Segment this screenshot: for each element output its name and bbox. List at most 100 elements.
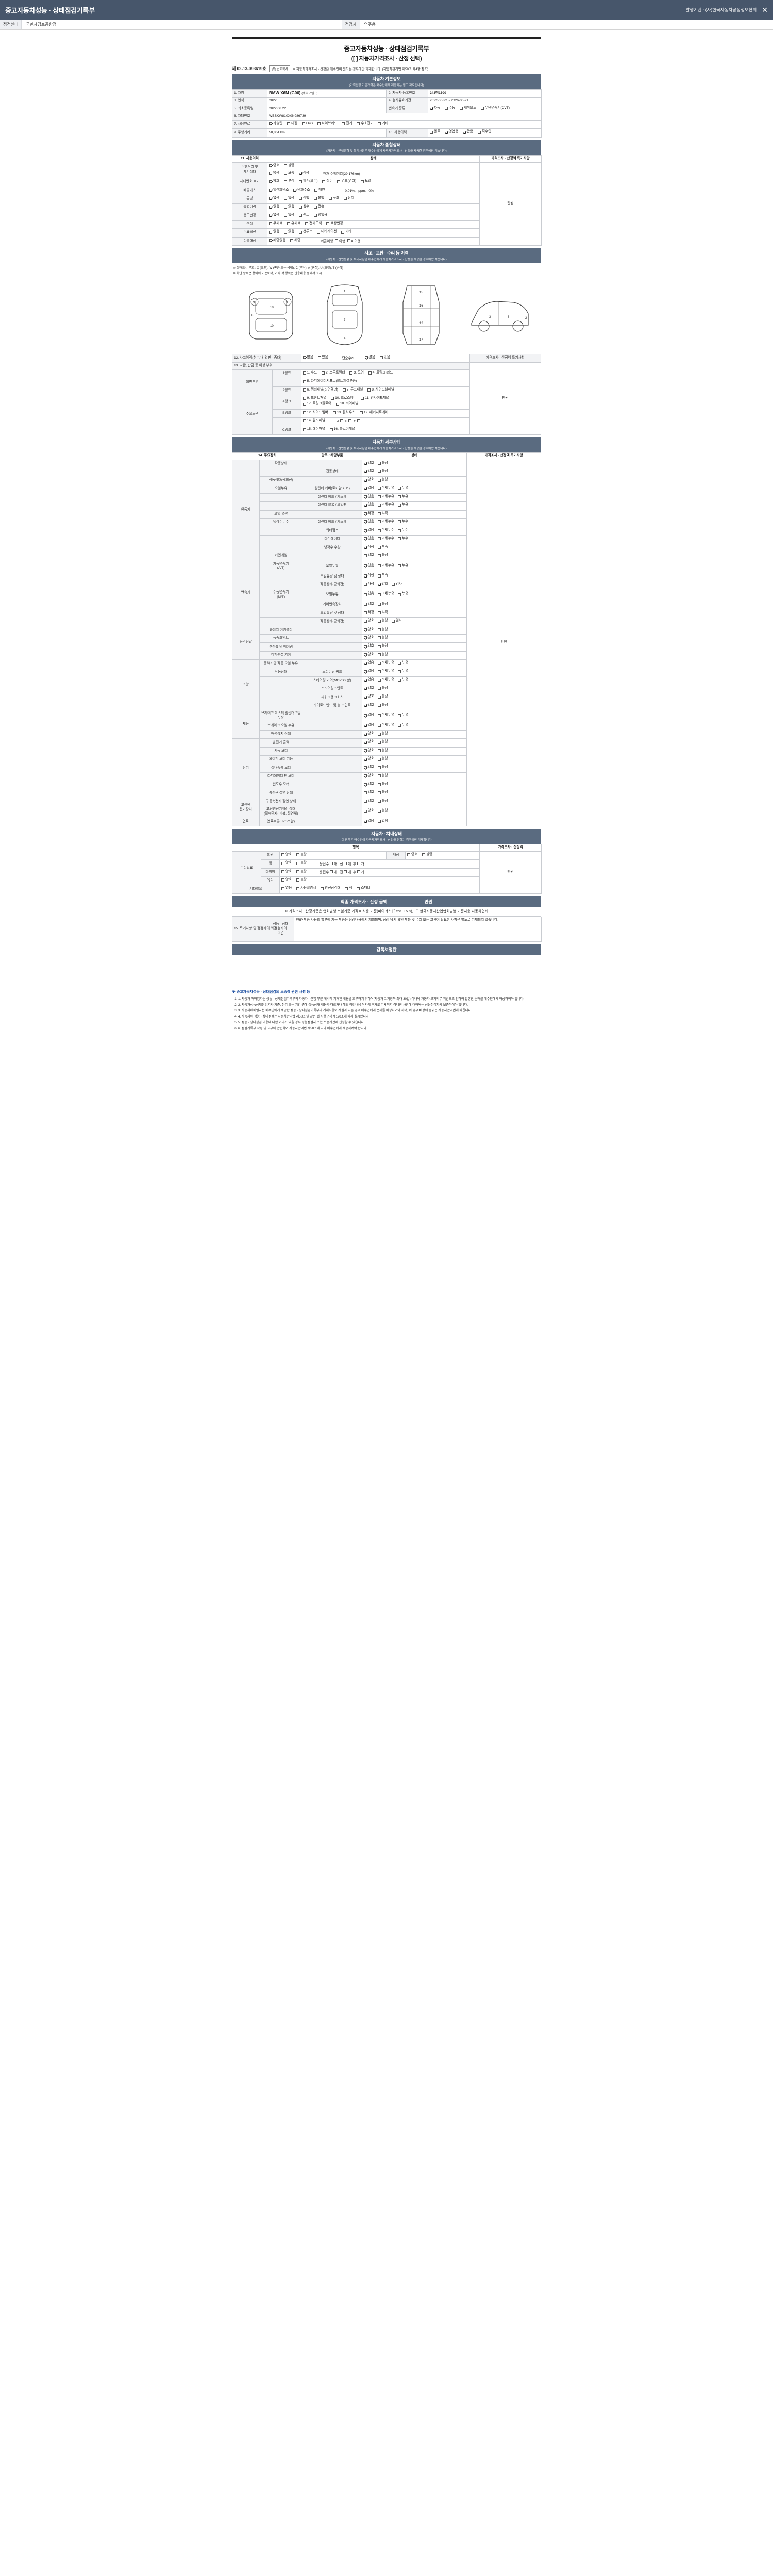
opt-불량[interactable]: 불량	[377, 782, 388, 787]
opt-양호[interactable]: 양호	[363, 740, 374, 744]
part-front-panel[interactable]: 9. 프론트패널	[303, 396, 326, 401]
opt-good[interactable]: 양호	[269, 164, 279, 168]
part-pillar-panel[interactable]: 14. 필러패널	[303, 419, 325, 423]
opt-exists[interactable]: 있음	[317, 355, 328, 360]
opt-bad[interactable]: 불량	[296, 878, 307, 883]
opt-누수[interactable]: 누수	[397, 520, 408, 524]
opt-양호[interactable]: 양호	[363, 732, 374, 736]
part-trunk-lid[interactable]: 4. 트렁크 리드	[368, 371, 393, 376]
part-trunk-floor[interactable]: 17. 트렁크플로어	[303, 402, 331, 406]
opt-applicable[interactable]: 해당	[290, 239, 300, 243]
opt-미세누유[interactable]: 미세누유	[377, 678, 394, 683]
opt-누유[interactable]: 누유	[397, 486, 408, 491]
opt-양호[interactable]: 양호	[363, 703, 374, 708]
opt-불량[interactable]: 불량	[377, 478, 388, 482]
opt-적정[interactable]: 적정	[363, 573, 374, 578]
opt-검사[interactable]: 검사	[391, 619, 402, 623]
opt-good[interactable]: 양호	[281, 853, 292, 857]
opt-미세누수[interactable]: 미세누수	[377, 537, 394, 541]
opt-commercial[interactable]: 영업용	[444, 130, 458, 134]
part-roof-panel[interactable]: 7. 루프패널	[342, 388, 363, 393]
opt-none[interactable]: 없음	[303, 355, 313, 360]
opt-cvt[interactable]: 무단변속기(CVT)	[481, 106, 510, 111]
opt-누유[interactable]: 누유	[397, 661, 408, 666]
opt-미세누유[interactable]: 미세누유	[377, 503, 394, 507]
part-dash-panel[interactable]: 15. 대쉬패널	[303, 427, 325, 432]
opt-부족[interactable]: 부족	[377, 573, 388, 578]
opt-불량[interactable]: 불량	[377, 799, 388, 804]
opt-none-2[interactable]: 없음	[364, 355, 375, 360]
opt-누유[interactable]: 누유	[397, 723, 408, 728]
opt-양호[interactable]: 양호	[363, 602, 374, 607]
opt-양호[interactable]: 양호	[377, 582, 388, 587]
opt-없음[interactable]: 없음	[363, 486, 374, 491]
opt-exists[interactable]: 있음	[283, 213, 294, 218]
copy-perf-number-button[interactable]: 성능번호복사	[268, 65, 290, 72]
opt-가성[interactable]: 가성	[363, 582, 374, 587]
opt-good[interactable]: 양호	[281, 870, 292, 874]
opt-many[interactable]: 많음	[269, 171, 279, 176]
opt-양호[interactable]: 양호	[363, 686, 374, 691]
opt-양호[interactable]: 양호	[363, 782, 374, 787]
opt-양호[interactable]: 양호	[363, 694, 374, 699]
opt-불량[interactable]: 불량	[377, 628, 388, 632]
opt-불량[interactable]: 불량	[377, 636, 388, 640]
opt-없음[interactable]: 없음	[363, 564, 374, 568]
opt-누유[interactable]: 누유	[397, 495, 408, 499]
opt-불량[interactable]: 불량	[377, 809, 388, 814]
opt-누유[interactable]: 누유	[397, 678, 408, 683]
part-quarter-panel[interactable]: 6. 쿼터패널(리어휀더)	[303, 388, 338, 393]
opt-양호[interactable]: 양호	[363, 799, 374, 804]
opt-불량[interactable]: 불량	[377, 469, 388, 474]
opt-불량[interactable]: 불량	[377, 461, 388, 466]
opt-불량[interactable]: 불량	[377, 749, 388, 753]
opt-normal[interactable]: 보통	[283, 171, 294, 176]
opt-exists[interactable]: 있음	[283, 196, 294, 201]
opt-gov[interactable]: 관용	[463, 130, 473, 134]
opt-양호[interactable]: 양호	[363, 636, 374, 640]
opt-양호[interactable]: 양호	[363, 628, 374, 632]
opt-양호[interactable]: 양호	[363, 653, 374, 657]
opt-미세누유[interactable]: 미세누유	[377, 661, 394, 666]
opt-none[interactable]: 없음	[269, 205, 279, 209]
opt-exists[interactable]: 있음	[283, 205, 294, 209]
opt-co[interactable]: 일산화탄소	[269, 188, 289, 193]
part-door[interactable]: 3. 도어	[349, 371, 364, 376]
opt-누유[interactable]: 누유	[397, 713, 408, 718]
opt-불량[interactable]: 불량	[377, 740, 388, 744]
opt-양호[interactable]: 양호	[363, 553, 374, 558]
opt-bad[interactable]: 불량	[296, 853, 307, 857]
opt-불량[interactable]: 불량	[377, 774, 388, 778]
opt-있음[interactable]: 있음	[377, 819, 388, 824]
part-hood[interactable]: 1. 후드	[303, 371, 317, 376]
opt-없음[interactable]: 없음	[363, 819, 374, 824]
opt-good[interactable]: 양호	[281, 878, 292, 883]
opt-erased[interactable]: 도말	[360, 179, 371, 184]
opt-bad[interactable]: 불량	[296, 861, 307, 866]
opt-fullrepaint[interactable]: 전체도색	[305, 222, 322, 226]
opt-없음[interactable]: 없음	[363, 723, 374, 728]
opt-적정[interactable]: 적정	[363, 611, 374, 615]
opt-누수[interactable]: 누수	[397, 528, 408, 533]
opt-good[interactable]: 양호	[269, 179, 279, 184]
opt-없음[interactable]: 없음	[363, 495, 374, 499]
opt-불량[interactable]: 불량	[377, 619, 388, 623]
opt-other-fuel[interactable]: 기타	[378, 122, 389, 126]
opt-부족[interactable]: 부족	[377, 611, 388, 615]
opt-spanner[interactable]: 스패너	[357, 886, 370, 891]
opt-불량[interactable]: 불량	[377, 765, 388, 770]
opt-양호[interactable]: 양호	[363, 765, 374, 770]
opt-gasoline[interactable]: 가솔린	[269, 122, 282, 126]
opt-none[interactable]: 없음	[269, 230, 279, 234]
opt-none[interactable]: 없음	[281, 886, 292, 891]
opt-불량[interactable]: 불량	[377, 790, 388, 795]
opt-누유[interactable]: 누유	[397, 564, 408, 568]
opt-device[interactable]: 장치	[343, 196, 354, 201]
opt-불량[interactable]: 불량	[377, 686, 388, 691]
opt-flood[interactable]: 침수	[298, 205, 309, 209]
opt-양호[interactable]: 양호	[363, 644, 374, 649]
part-side-sill[interactable]: 8. 사이드실패널	[367, 388, 394, 393]
opt-누유[interactable]: 누유	[397, 503, 408, 507]
opt-totalloss[interactable]: 전손	[313, 205, 324, 209]
opt-양호[interactable]: 양호	[363, 619, 374, 623]
